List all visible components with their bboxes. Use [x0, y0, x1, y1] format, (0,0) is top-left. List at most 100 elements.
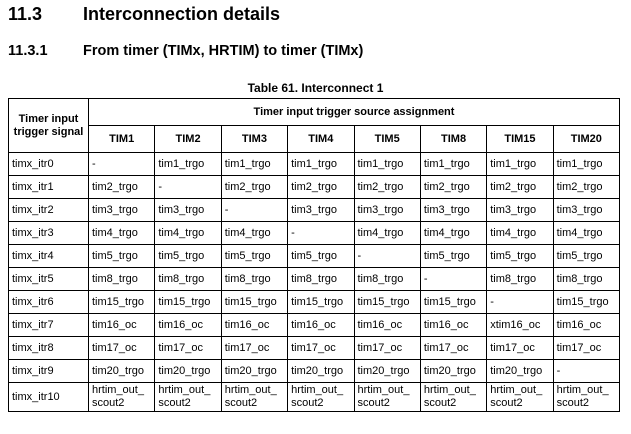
- table-cell: tim8_trgo: [87, 267, 156, 291]
- table-cell: tim20_trgo: [486, 359, 554, 383]
- column-header: TIM3: [220, 125, 289, 153]
- table-row: timx_itr0- tim1_trgo tim1_trgo tim1_trgo tim…: [8, 152, 621, 176]
- table-cell: tim8_trgo: [552, 267, 621, 291]
- table-cell: tim5_trgo: [154, 244, 222, 268]
- table-cell: tim16_oc: [353, 313, 421, 337]
- table-cell: tim4_trgo: [419, 221, 488, 245]
- table-cell: tim5_trgo: [87, 244, 156, 268]
- table-cell: tim2_trgo: [220, 175, 289, 199]
- table-cell: tim8_trgo: [154, 267, 222, 291]
- table-cell: tim1_trgo: [353, 152, 421, 176]
- column-header: TIM20: [552, 125, 621, 153]
- table-cell: xtim16_oc: [486, 313, 554, 337]
- table-cell: tim5_trgo: [287, 244, 355, 268]
- signal-cell: timx_itr8: [8, 336, 89, 360]
- table-cell: tim5_trgo: [220, 244, 289, 268]
- table-cell: tim4_trgo: [353, 221, 421, 245]
- table-cell: tim16_oc: [87, 313, 156, 337]
- table-cell: -: [220, 198, 289, 222]
- table-cell: hrtim_out_ scout2: [353, 382, 421, 412]
- table-cell: tim3_trgo: [486, 198, 554, 222]
- table-row: timx_itr1 tim2_trgo - tim2_trgo tim2_trgo tim…: [8, 175, 621, 199]
- table-cell: tim3_trgo: [419, 198, 488, 222]
- table-cell: hrtim_out_ scout2: [287, 382, 355, 412]
- signal-cell: timx_itr4: [8, 244, 89, 268]
- table-cell: -: [419, 267, 488, 291]
- table-cell: tim16_oc: [287, 313, 355, 337]
- header-row: TIM1 TIM2 TIM3 TIM4 TIM5 TIM8 TIM15 TIM20: [9, 125, 621, 153]
- table-cell: tim15_trgo: [154, 290, 222, 314]
- table-cell: tim1_trgo: [419, 152, 488, 176]
- table-cell: tim20_trgo: [419, 359, 488, 383]
- table-cell: tim1_trgo: [220, 152, 289, 176]
- table-cell: tim17_oc: [486, 336, 554, 360]
- table-cell: tim2_trgo: [353, 175, 421, 199]
- subsection-title: From timer (TIMx, HRTIM) to timer (TIMx): [83, 43, 364, 59]
- table-row: timx_itr8 tim17_oc tim17_oc tim17_oc tim17_o…: [8, 336, 621, 360]
- table-cell: tim15_trgo: [87, 290, 156, 314]
- table-cell: tim16_oc: [220, 313, 289, 337]
- table-cell: tim20_trgo: [287, 359, 355, 383]
- table-cell: tim8_trgo: [353, 267, 421, 291]
- subsection-number: 11.3.1: [8, 43, 48, 59]
- table-cell: tim3_trgo: [353, 198, 421, 222]
- table-cell: tim15_trgo: [287, 290, 355, 314]
- column-header: TIM1: [87, 125, 156, 153]
- table-cell: tim2_trgo: [87, 175, 156, 199]
- group-header: Timer input trigger source assignment: [88, 98, 620, 126]
- table-cell: tim15_trgo: [353, 290, 421, 314]
- table-row: timx_itr5 tim8_trgo tim8_trgo tim8_trgo tim8…: [8, 267, 621, 291]
- header-row: Timer input trigger signal Timer input tr…: [8, 98, 620, 153]
- table-cell: tim4_trgo: [154, 221, 222, 245]
- table-cell: -: [353, 244, 421, 268]
- table-cell: hrtim_out_ scout2: [87, 382, 156, 412]
- table-cell: -: [486, 290, 554, 314]
- section-title: Interconnection details: [83, 4, 281, 24]
- table-cell: tim3_trgo: [552, 198, 621, 222]
- table-cell: -: [552, 359, 621, 383]
- signal-cell: timx_itr5: [8, 267, 89, 291]
- table-cell: hrtim_out_ scout2: [154, 382, 222, 412]
- table-cell: tim5_trgo: [419, 244, 488, 268]
- table-row: timx_itr9 tim20_trgo tim20_trgo tim20_trgo t…: [8, 359, 621, 383]
- table-cell: tim3_trgo: [154, 198, 222, 222]
- table-cell: tim4_trgo: [486, 221, 554, 245]
- table-cell: tim2_trgo: [552, 175, 621, 199]
- table-cell: tim15_trgo: [220, 290, 289, 314]
- table-cell: tim2_trgo: [287, 175, 355, 199]
- corner-header: Timer input trigger signal: [8, 98, 89, 153]
- table-cell: tim16_oc: [419, 313, 488, 337]
- table-cell: hrtim_out_ scout2: [552, 382, 621, 412]
- column-header: TIM2: [154, 125, 222, 153]
- signal-cell: timx_itr3: [8, 221, 89, 245]
- table-row: timx_itr3 tim4_trgo tim4_trgo tim4_trgo - tim…: [8, 221, 621, 245]
- table: Timer input trigger signal Timer input tr…: [8, 98, 621, 412]
- table-cell: tim20_trgo: [353, 359, 421, 383]
- table-cell: -: [287, 221, 355, 245]
- section-number: 11.3: [8, 4, 43, 24]
- table-cell: hrtim_out_ scout2: [419, 382, 488, 412]
- signal-cell: timx_itr9: [8, 359, 89, 383]
- table-cell: tim20_trgo: [87, 359, 156, 383]
- signal-cell: timx_itr6: [8, 290, 89, 314]
- table-cell: tim20_trgo: [220, 359, 289, 383]
- table-cell: tim17_oc: [87, 336, 156, 360]
- column-header: TIM15: [486, 125, 554, 153]
- table-cell: tim3_trgo: [87, 198, 156, 222]
- table-row: timx_itr4 tim5_trgo tim5_trgo tim5_trgo tim5…: [8, 244, 621, 268]
- table-cell: tim1_trgo: [287, 152, 355, 176]
- table-cell: tim1_trgo: [552, 152, 621, 176]
- table-cell: tim2_trgo: [419, 175, 488, 199]
- table-cell: tim8_trgo: [287, 267, 355, 291]
- column-header: TIM4: [287, 125, 355, 153]
- table-cell: tim15_trgo: [419, 290, 488, 314]
- signal-cell: timx_itr7: [8, 313, 89, 337]
- table-cell: tim2_trgo: [486, 175, 554, 199]
- table-row: timx_itr7 tim16_oc tim16_oc tim16_oc tim16_o…: [8, 313, 621, 337]
- table-cell: -: [154, 175, 222, 199]
- table-cell: tim3_trgo: [287, 198, 355, 222]
- table-cell: tim5_trgo: [552, 244, 621, 268]
- table-cell: hrtim_out_ scout2: [486, 382, 554, 412]
- table-cell: tim16_oc: [154, 313, 222, 337]
- table-cell: tim5_trgo: [486, 244, 554, 268]
